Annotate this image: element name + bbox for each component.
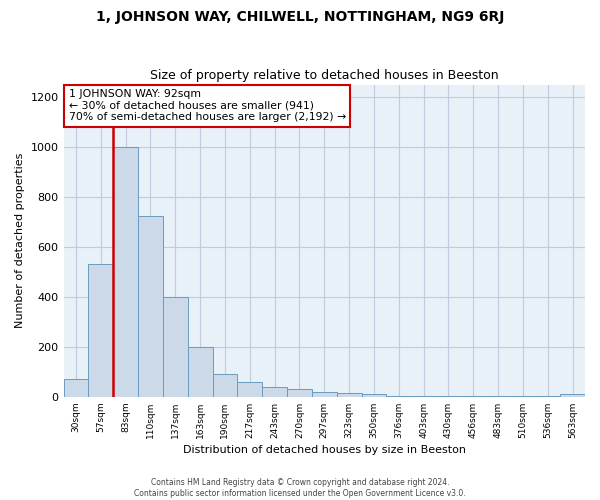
Text: Contains HM Land Registry data © Crown copyright and database right 2024.
Contai: Contains HM Land Registry data © Crown c… <box>134 478 466 498</box>
Title: Size of property relative to detached houses in Beeston: Size of property relative to detached ho… <box>150 69 499 82</box>
Y-axis label: Number of detached properties: Number of detached properties <box>15 153 25 328</box>
Text: 1 JOHNSON WAY: 92sqm
← 30% of detached houses are smaller (941)
70% of semi-deta: 1 JOHNSON WAY: 92sqm ← 30% of detached h… <box>69 89 346 122</box>
Bar <box>138 216 163 397</box>
Bar <box>238 382 262 397</box>
Bar <box>362 394 386 397</box>
Text: 1, JOHNSON WAY, CHILWELL, NOTTINGHAM, NG9 6RJ: 1, JOHNSON WAY, CHILWELL, NOTTINGHAM, NG… <box>96 10 504 24</box>
Bar <box>535 396 560 397</box>
Bar <box>188 347 212 397</box>
Bar <box>287 390 312 397</box>
Bar <box>163 297 188 397</box>
Bar <box>411 396 436 397</box>
Bar <box>337 393 362 397</box>
Bar <box>212 374 238 397</box>
Bar <box>88 264 113 397</box>
Bar <box>436 396 461 397</box>
Bar <box>64 380 88 397</box>
Bar <box>461 396 485 397</box>
Bar <box>312 392 337 397</box>
Bar <box>560 394 585 397</box>
Bar <box>485 396 511 397</box>
Bar <box>511 396 535 397</box>
Bar <box>262 387 287 397</box>
X-axis label: Distribution of detached houses by size in Beeston: Distribution of detached houses by size … <box>183 445 466 455</box>
Bar <box>386 396 411 397</box>
Bar <box>113 147 138 397</box>
